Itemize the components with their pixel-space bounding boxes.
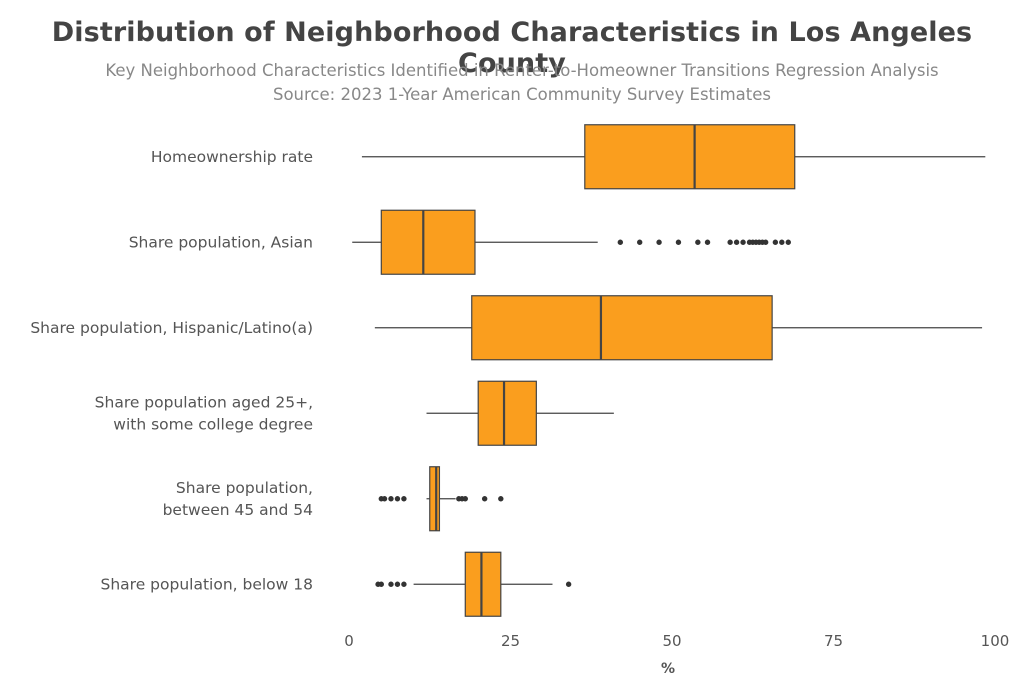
category-label: Share population, below 18 bbox=[101, 575, 313, 593]
category-label: Share population, Hispanic/Latino(a) bbox=[30, 319, 313, 337]
outlier-point bbox=[637, 239, 643, 245]
x-tick-label: 50 bbox=[662, 632, 681, 650]
outlier-point bbox=[462, 496, 468, 502]
outlier-point bbox=[695, 239, 701, 245]
iqr-box bbox=[477, 380, 537, 446]
outlier-point bbox=[388, 581, 394, 587]
x-tick-label: 25 bbox=[501, 632, 520, 650]
outlier-point bbox=[388, 496, 394, 502]
category-label: Share population, between 45 and 54 bbox=[163, 479, 313, 519]
chart-title: Distribution of Neighborhood Characteris… bbox=[51, 17, 973, 79]
outlier-point bbox=[481, 496, 488, 502]
iqr-box bbox=[584, 124, 796, 190]
outlier-point bbox=[381, 496, 388, 502]
iqr-box bbox=[464, 551, 502, 617]
outlier-point bbox=[401, 581, 407, 587]
outlier-point bbox=[656, 239, 662, 245]
iqr-box bbox=[429, 466, 441, 532]
x-tick-label: 75 bbox=[824, 632, 843, 650]
outlier-point bbox=[378, 581, 384, 587]
chart-source-note: Source: 2023 1-Year American Community S… bbox=[272, 85, 771, 104]
x-axis-title: % bbox=[661, 661, 675, 677]
outlier-point bbox=[565, 581, 572, 587]
outlier-point bbox=[617, 239, 624, 245]
outlier-point bbox=[727, 239, 733, 245]
outlier-point bbox=[401, 496, 407, 502]
category-label: Share population, Asian bbox=[129, 233, 313, 251]
x-tick-label: 0 bbox=[344, 632, 354, 650]
x-tick-label: 100 bbox=[981, 632, 1010, 650]
iqr-box bbox=[471, 295, 773, 361]
outlier-point bbox=[785, 239, 791, 245]
category-label: Share population aged 25+, with some coll… bbox=[95, 393, 313, 433]
outlier-point bbox=[762, 239, 769, 245]
outlier-point bbox=[394, 496, 401, 502]
outlier-point bbox=[733, 239, 740, 245]
chart-subtitle: Key Neighborhood Characteristics Identif… bbox=[105, 61, 939, 80]
category-label: Homeownership rate bbox=[151, 148, 313, 166]
iqr-box bbox=[380, 209, 476, 275]
outlier-point bbox=[772, 239, 779, 245]
outlier-point bbox=[498, 496, 504, 502]
outlier-point bbox=[779, 239, 785, 245]
outlier-point bbox=[740, 239, 746, 245]
outlier-point bbox=[675, 239, 682, 245]
outlier-point bbox=[704, 239, 711, 245]
outlier-point bbox=[394, 581, 401, 587]
